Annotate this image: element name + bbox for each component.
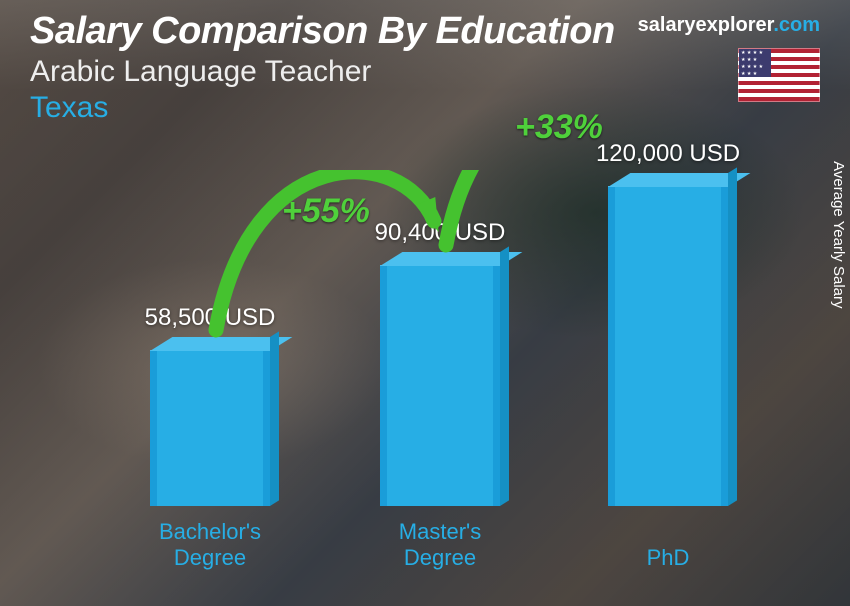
bar-chart: 58,500 USD Bachelor'sDegree 90,400 USD Mast… [60, 170, 780, 576]
bar-label: Master'sDegree [360, 519, 520, 570]
bar-label: Bachelor'sDegree [130, 519, 290, 570]
increase-percent: +33% [515, 108, 603, 147]
increase-percent: +55% [282, 192, 370, 231]
bar-label: PhD [588, 545, 748, 570]
bar [380, 265, 500, 506]
y-axis-label: Average Yearly Salary [830, 161, 847, 308]
bar [150, 350, 270, 506]
bar-value: 58,500 USD [110, 304, 310, 332]
chart-location: Texas [30, 91, 820, 125]
flag-icon [738, 48, 820, 102]
chart-subtitle: Arabic Language Teacher [30, 55, 820, 89]
bar-value: 90,400 USD [340, 219, 540, 247]
brand-suffix: .com [773, 14, 820, 36]
brand-watermark: salaryexplorer.com [638, 14, 820, 37]
brand-name: salaryexplorer [638, 14, 774, 36]
bar [608, 186, 728, 506]
